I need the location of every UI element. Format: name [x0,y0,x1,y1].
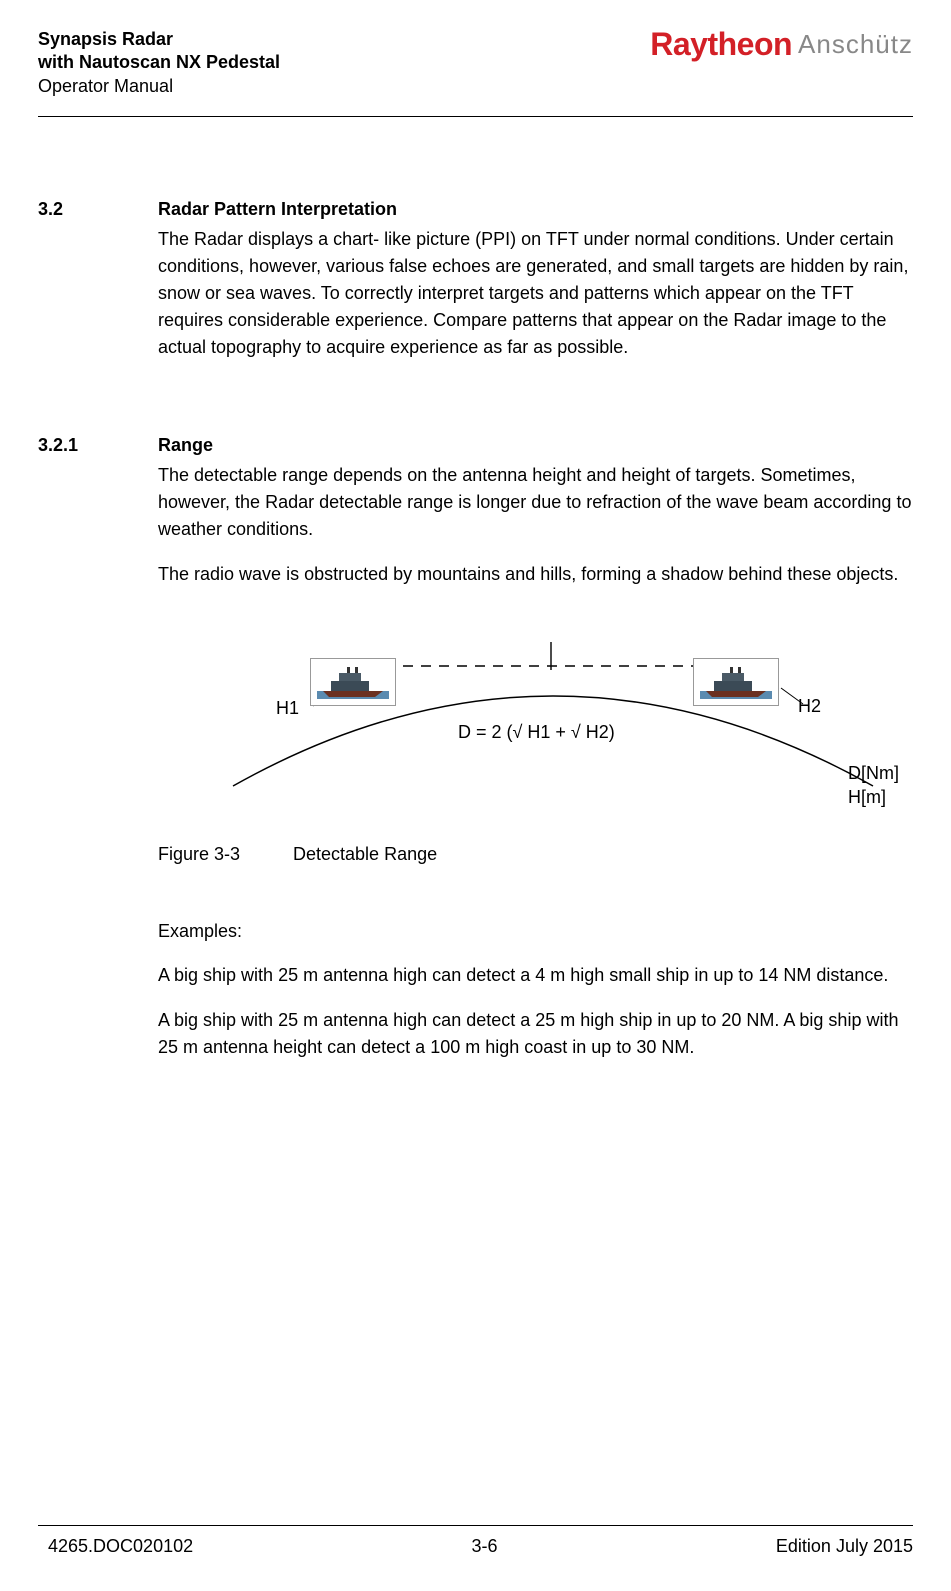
section-paragraph: The detectable range depends on the ante… [158,462,913,543]
figure-caption: Figure 3-3 Detectable Range [158,844,913,865]
ship-icon [700,665,772,699]
footer-doc-id: 4265.DOC020102 [38,1536,193,1557]
header-subtitle: Operator Manual [38,75,280,98]
footer-row: 4265.DOC020102 3-6 Edition July 2015 [38,1536,913,1557]
footer-divider [38,1525,913,1526]
label-h2: H2 [798,696,821,717]
logo-brand-text: Raytheon [650,26,792,63]
examples-heading: Examples: [158,921,913,942]
unit-h: H[m] [848,786,899,809]
section-heading: Radar Pattern Interpretation [158,199,913,220]
example-paragraph: A big ship with 25 m antenna high can de… [158,962,913,989]
section-heading: Range [158,435,913,456]
header-title-line1: Synapsis Radar [38,28,280,51]
ship-left-box [310,658,396,706]
footer-page-number: 3-6 [472,1536,498,1557]
ship-icon [317,665,389,699]
figure-detectable-range: H1 H2 D = 2 (√ H1 + √ H2) D[Nm] H[m] [158,636,913,806]
section-3-2: 3.2 Radar Pattern Interpretation The Rad… [38,199,913,379]
company-logo: Raytheon Anschütz [650,26,913,63]
section-paragraph: The Radar displays a chart- like picture… [158,226,913,361]
page-header: Synapsis Radar with Nautoscan NX Pedesta… [38,28,913,98]
section-body: Radar Pattern Interpretation The Radar d… [158,199,913,379]
footer-edition: Edition July 2015 [776,1536,913,1557]
ship-right-box [693,658,779,706]
page-footer: 4265.DOC020102 3-6 Edition July 2015 [38,1525,913,1557]
unit-d: D[Nm] [848,762,899,785]
section-number: 3.2.1 [38,435,158,1079]
logo-sub-text: Anschütz [798,29,913,60]
section-body: Range The detectable range depends on th… [158,435,913,1079]
header-title-line2: with Nautoscan NX Pedestal [38,51,280,74]
formula-text: D = 2 (√ H1 + √ H2) [458,722,615,743]
example-paragraph: A big ship with 25 m antenna high can de… [158,1007,913,1061]
header-titles: Synapsis Radar with Nautoscan NX Pedesta… [38,28,280,98]
section-number: 3.2 [38,199,158,379]
section-3-2-1: 3.2.1 Range The detectable range depends… [38,435,913,1079]
section-paragraph: The radio wave is obstructed by mountain… [158,561,913,588]
page-content: 3.2 Radar Pattern Interpretation The Rad… [38,199,913,1079]
figure-caption-number: Figure 3-3 [158,844,288,865]
units-label: D[Nm] H[m] [848,762,899,809]
label-h1: H1 [276,698,299,719]
header-divider [38,116,913,117]
figure-caption-text: Detectable Range [293,844,437,864]
